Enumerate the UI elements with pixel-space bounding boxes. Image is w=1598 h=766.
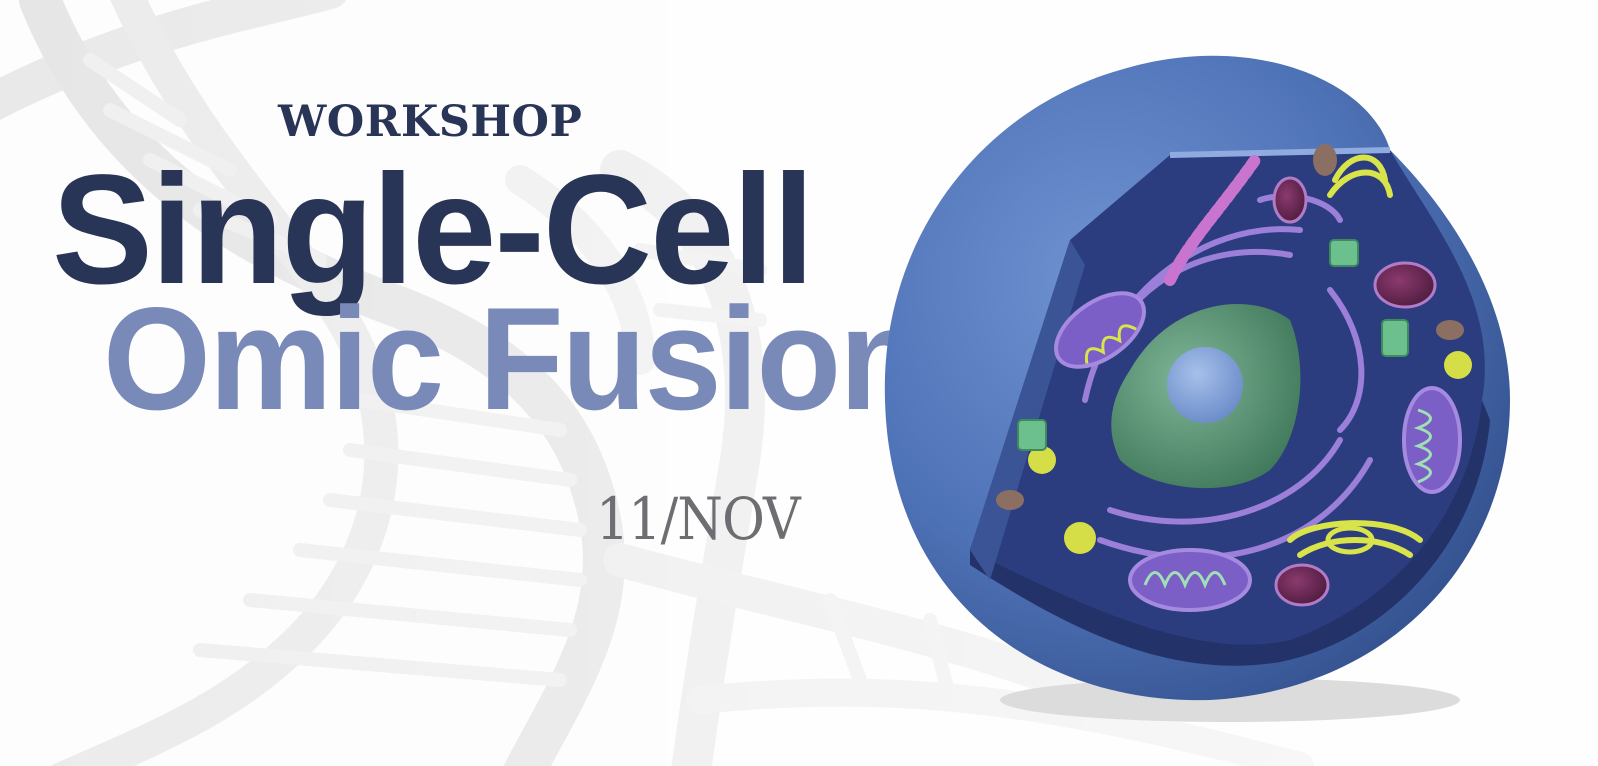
title-line-2: Omic Fusion — [103, 277, 924, 440]
event-date: 11/NOV — [596, 485, 801, 553]
workshop-label: WORKSHOP — [278, 97, 583, 147]
animal-cell-illustration — [884, 55, 1510, 722]
title-line-1: Single-Cell — [52, 143, 815, 317]
